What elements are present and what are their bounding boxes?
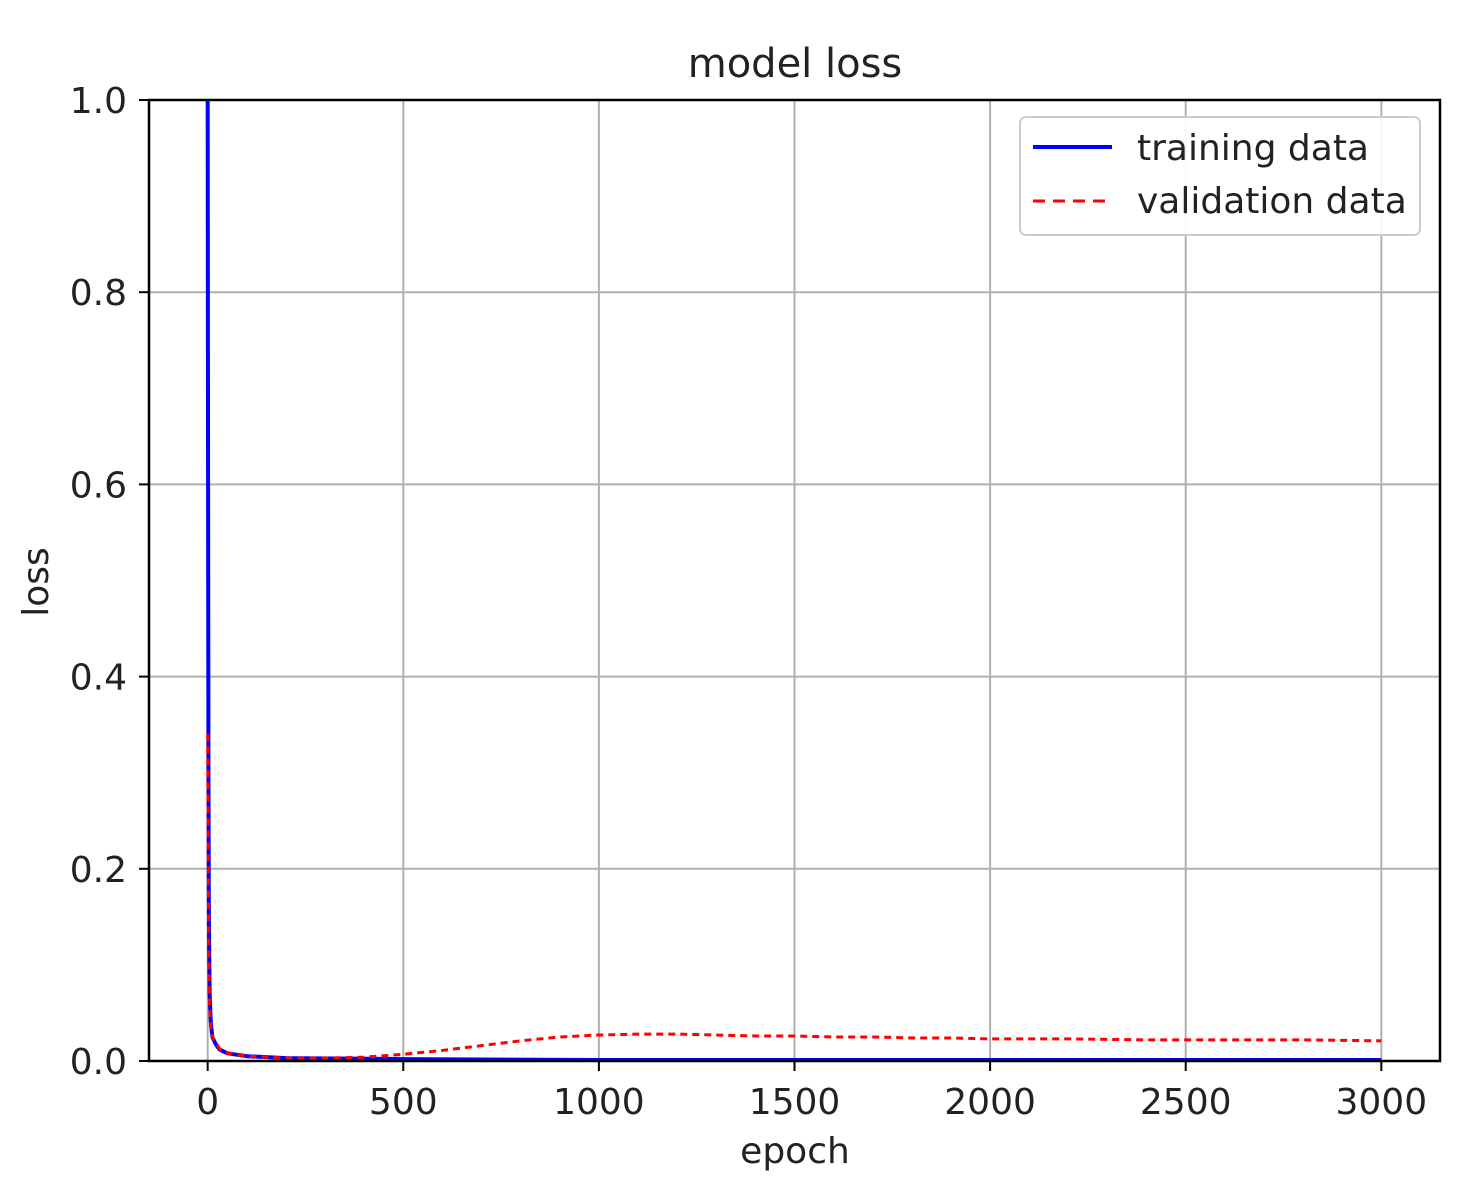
legend: training data validation data [1019,116,1421,236]
x-tick-label: 500 [369,1082,438,1123]
y-tick-label: 0.2 [70,850,127,891]
chart-title: model loss [688,41,903,87]
y-tick-labels: 0.0 0.2 0.4 0.6 0.8 1.0 [70,81,127,1083]
y-tick-label: 0.4 [70,658,127,699]
y-tick-label: 0.0 [70,1042,127,1083]
x-axis-label: epoch [740,1131,850,1172]
x-tick-label: 2500 [1140,1082,1232,1123]
x-tick-label: 0 [196,1082,219,1123]
y-tick-label: 0.8 [70,273,127,314]
x-tick-label: 1000 [553,1082,645,1123]
x-tick-label: 3000 [1336,1082,1428,1123]
tick-marks [139,99,1383,1071]
legend-label-training: training data [1137,128,1369,169]
x-tick-label: 2000 [944,1082,1036,1123]
y-tick-label: 1.0 [70,81,127,122]
x-tick-labels: 0 500 1000 1500 2000 2500 3000 [196,1082,1427,1123]
legend-box [1019,116,1421,236]
y-tick-label: 0.6 [70,465,127,506]
x-tick-label: 1500 [749,1082,841,1123]
legend-label-validation: validation data [1137,181,1407,222]
y-axis-label: loss [16,547,57,617]
